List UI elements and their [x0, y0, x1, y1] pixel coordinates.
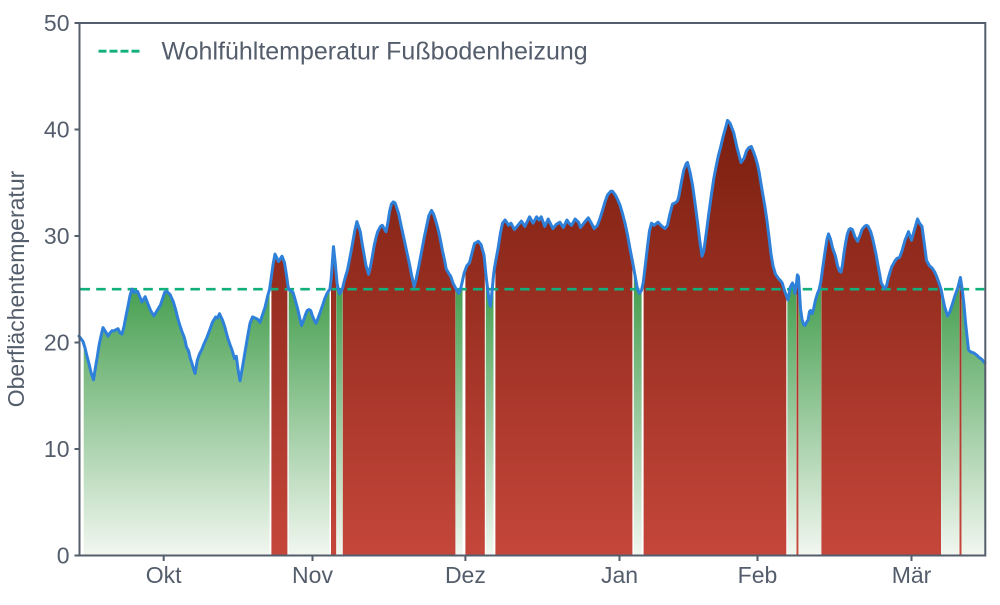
svg-text:Nov: Nov: [292, 562, 333, 588]
svg-text:Oberflächentemperatur: Oberflächentemperatur: [3, 170, 29, 407]
svg-text:Wohlfühltemperatur Fußbodenhei: Wohlfühltemperatur Fußbodenheizung: [162, 38, 588, 66]
svg-text:50: 50: [44, 10, 70, 36]
svg-text:Dez: Dez: [445, 562, 486, 588]
svg-text:Feb: Feb: [738, 562, 778, 588]
svg-text:Mär: Mär: [892, 562, 932, 588]
svg-text:Jan: Jan: [601, 562, 638, 588]
svg-text:10: 10: [44, 436, 70, 462]
svg-text:Okt: Okt: [146, 562, 182, 588]
svg-text:30: 30: [44, 223, 70, 249]
svg-text:40: 40: [44, 117, 70, 143]
svg-text:0: 0: [57, 543, 70, 569]
svg-text:20: 20: [44, 330, 70, 356]
